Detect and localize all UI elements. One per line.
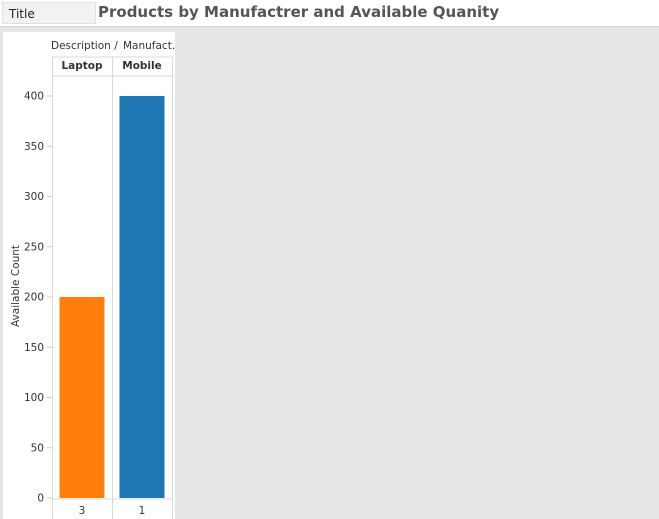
bar-mobile xyxy=(119,96,165,498)
y-tick-label: 250 xyxy=(24,241,44,253)
bottom-label: 3 xyxy=(79,505,86,517)
bar-chart: Description / Manufact.. Available Count… xyxy=(10,40,175,519)
y-tick-label: 200 xyxy=(24,292,44,304)
bar-laptop xyxy=(59,297,105,498)
sheet-title: Products by Manufactrer and Available Qu… xyxy=(98,3,500,21)
y-tick-label: 0 xyxy=(37,493,44,505)
category-header-laptop: Laptop xyxy=(61,60,103,72)
bars xyxy=(59,96,165,498)
column-header-separator: / xyxy=(114,40,118,52)
y-tick-label: 50 xyxy=(31,442,44,454)
y-tick-label: 300 xyxy=(24,191,44,203)
column-header-field2: Manufact.. xyxy=(123,40,175,52)
y-tick-label: 100 xyxy=(24,392,44,404)
y-axis-label: Available Count xyxy=(10,245,22,327)
column-header-field1: Description xyxy=(51,40,111,52)
chart-grid xyxy=(52,56,173,519)
bottom-label: 1 xyxy=(139,505,146,517)
y-tick-label: 350 xyxy=(24,141,44,153)
y-tick-label: 400 xyxy=(24,91,44,103)
category-headers: Laptop Mobile xyxy=(61,60,161,72)
chart-pane: Description / Manufact.. Available Count… xyxy=(3,32,175,519)
y-tick-label: 150 xyxy=(24,342,44,354)
top-bar: Title Products by Manufactrer and Availa… xyxy=(0,0,659,27)
y-axis-ticks: 0 50 100 150 200 250 300 350 400 xyxy=(24,91,52,505)
category-header-mobile: Mobile xyxy=(122,60,162,72)
title-tab[interactable]: Title xyxy=(2,2,96,24)
